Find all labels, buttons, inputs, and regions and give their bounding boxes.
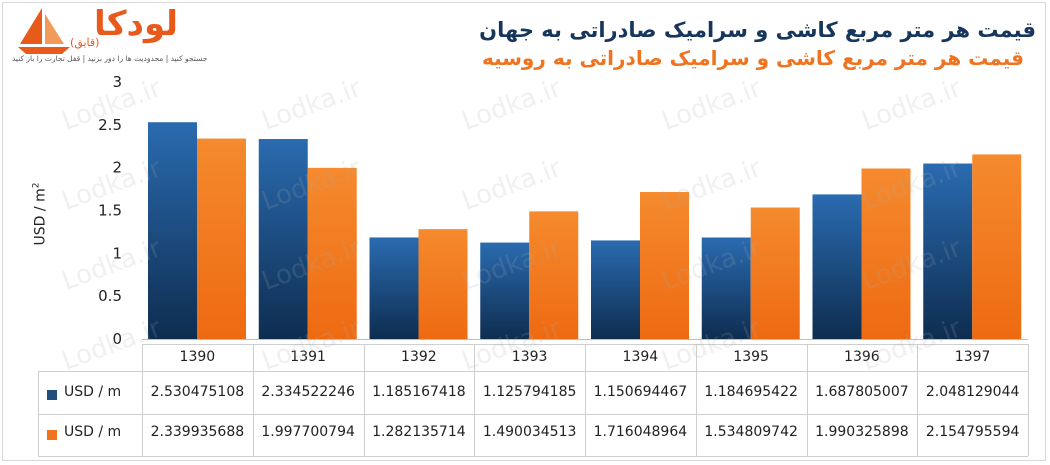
bar-series2-1393	[529, 211, 579, 339]
legend-label-series2: USD / m	[64, 424, 122, 440]
bar-series1-1390	[148, 122, 197, 340]
bar-series1-1393	[480, 242, 530, 339]
bar-series1-1394	[591, 240, 640, 339]
data-label-series2: 1.534809742	[704, 424, 798, 440]
table-gridline	[38, 414, 1028, 415]
legend-swatch-series2	[47, 430, 57, 440]
table-gridline	[38, 371, 39, 456]
bar-series2-1390	[197, 138, 246, 339]
table-gridline	[1028, 344, 1029, 456]
bar-series1-1395	[701, 237, 751, 339]
bar-series2-1396	[861, 168, 911, 339]
y-tick-label: 2	[112, 159, 122, 177]
bar-series1-1396	[812, 194, 862, 339]
legend-swatch-series1	[47, 390, 57, 400]
table-gridline	[585, 344, 586, 456]
y-tick-label: 1	[112, 244, 122, 262]
data-label-series2: 1.490034513	[482, 424, 577, 440]
data-label-series2: 1.990325898	[815, 424, 909, 440]
y-tick-label: 0.5	[98, 287, 122, 305]
table-gridline	[917, 344, 919, 456]
y-tick-label: 1.5	[98, 202, 122, 220]
bar-series2-1397	[972, 154, 1022, 339]
data-label-series1: 2.530475108	[150, 384, 245, 400]
x-category-label: 1394	[622, 349, 659, 365]
data-label-series1: 1.687805007	[815, 384, 909, 400]
title-world: قیمت هر متر مربع کاشی و سرامیک صادراتی ب…	[479, 18, 1036, 42]
y-tick-label: 3	[112, 73, 122, 91]
sailboat-icon	[18, 8, 70, 54]
y-tick-label: 2.5	[98, 116, 122, 134]
table-gridline	[38, 456, 1028, 457]
table-gridline	[806, 344, 808, 456]
data-label-series2: 2.154795594	[925, 424, 1020, 440]
table-gridline	[142, 344, 143, 456]
data-label-series2: 1.997700794	[261, 424, 355, 440]
bar-series1-1397	[923, 163, 973, 339]
table-gridline	[474, 344, 476, 456]
bar-series2-1395	[750, 207, 800, 339]
bar-series1-1392	[369, 237, 419, 339]
table-gridline	[252, 344, 254, 456]
x-category-label: 1393	[511, 349, 548, 365]
legend-label-series1: USD / m	[64, 384, 122, 400]
data-label-series1: 2.048129044	[925, 384, 1020, 400]
x-category-label: 1392	[401, 349, 437, 365]
data-label-series2: 1.282135714	[372, 424, 466, 440]
logo: لودکا (قایق) جستجو کنید | محدودیت ها را …	[12, 4, 227, 70]
bar-series2-1394	[640, 191, 689, 339]
table-gridline	[695, 344, 697, 456]
bar-series2-1391	[307, 167, 357, 339]
data-label-series2: 1.716048964	[593, 424, 688, 440]
x-category-label: 1391	[290, 349, 326, 365]
x-category-label: 1390	[179, 349, 216, 365]
data-label-series1: 1.125794185	[482, 384, 577, 400]
logo-name: لودکا	[94, 4, 179, 44]
logo-sub: (قایق)	[70, 36, 100, 49]
title-russia: قیمت هر متر مربع کاشی و سرامیک صادراتی ب…	[481, 46, 1024, 70]
x-category-label: 1396	[844, 349, 880, 365]
bar-series2-1392	[418, 229, 468, 339]
x-category-label: 1395	[733, 349, 769, 365]
logo-tagline: جستجو کنید | محدودیت ها را دور بزنید | ق…	[12, 54, 208, 63]
data-label-series1: 1.184695422	[704, 384, 798, 400]
data-label-series1: 1.185167418	[372, 384, 466, 400]
data-label-series1: 1.150694467	[593, 384, 688, 400]
bar-series1-1391	[258, 139, 308, 339]
x-category-label: 1397	[954, 349, 991, 365]
y-tick-label: 0	[112, 330, 122, 348]
table-gridline	[38, 371, 1028, 372]
table-gridline	[363, 344, 365, 456]
data-label-series1: 2.334522246	[261, 384, 355, 400]
data-label-series2: 2.339935688	[150, 424, 245, 440]
